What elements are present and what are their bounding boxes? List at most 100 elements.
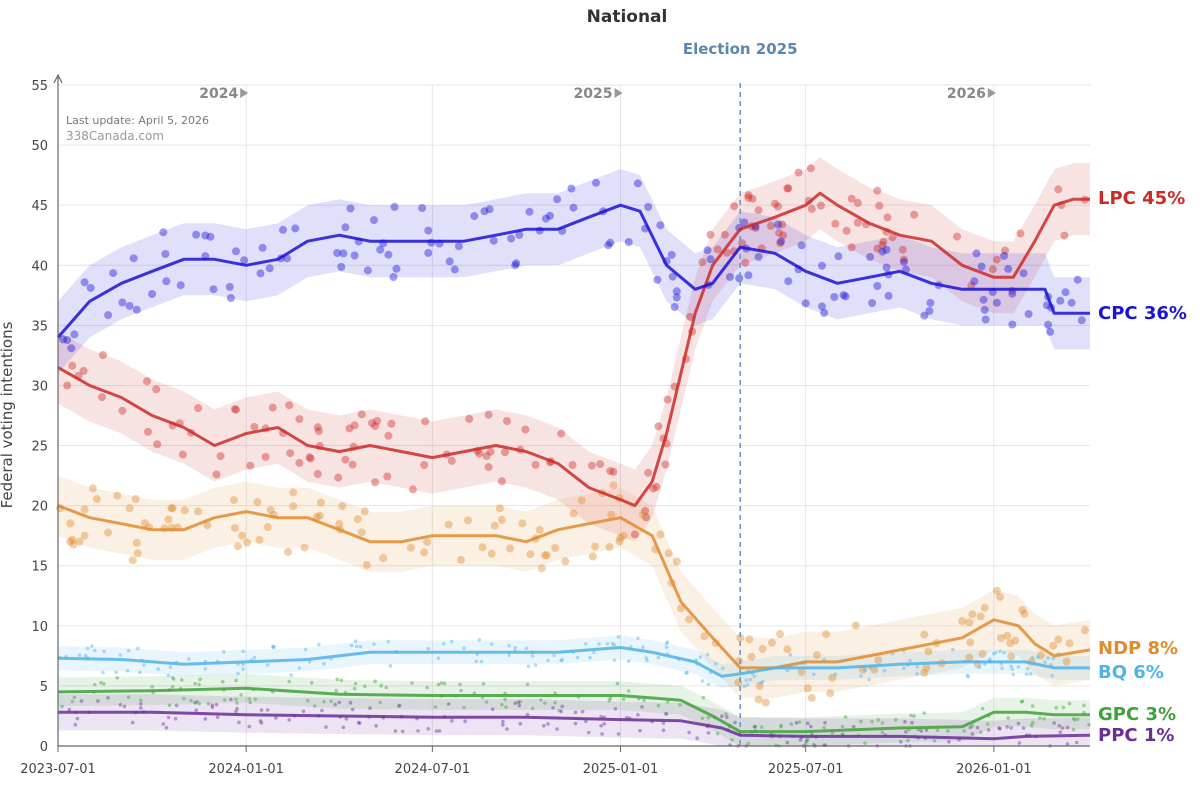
poll-dot-gpc <box>312 704 317 708</box>
poll-dot-bq <box>752 674 757 679</box>
poll-dot-cpc <box>515 230 524 239</box>
poll-dot-lpc <box>373 417 382 425</box>
series-end-label-ppc: PPC 1% <box>1098 725 1174 746</box>
poll-dot-lpc <box>606 467 615 475</box>
poll-dot-bq <box>170 675 175 680</box>
poll-dot-ndp <box>1011 636 1020 645</box>
poll-dot-gpc <box>700 716 705 721</box>
poll-dot-bq <box>833 672 838 676</box>
poll-dot-gpc <box>759 725 764 729</box>
trend-line-cpc <box>56 203 1090 339</box>
poll-dot-cpc <box>644 203 653 211</box>
poll-dot-lpc <box>421 417 430 426</box>
poll-dot-cpc <box>1019 269 1028 278</box>
poll-dot-cpc <box>450 265 459 274</box>
poll-dot-cpc <box>470 212 479 221</box>
poll-dot-gpc <box>481 682 486 686</box>
poll-dot-lpc <box>783 184 792 193</box>
poll-dot-cpc <box>926 298 935 307</box>
poll-dot-gpc <box>484 700 489 704</box>
poll-dot-gpc <box>239 693 243 697</box>
confidence-band-ppc <box>58 694 1090 746</box>
poll-dot-cpc <box>567 184 576 193</box>
poll-dot-lpc <box>873 244 882 253</box>
poll-dot-ppc <box>664 712 669 716</box>
poll-dot-bq <box>265 663 270 667</box>
poll-dot-ppc <box>73 722 78 727</box>
poll-dot-cpc <box>104 311 113 320</box>
poll-dot-gpc <box>746 741 751 746</box>
poll-dot-lpc <box>587 461 596 470</box>
poll-dot-cpc <box>569 203 578 212</box>
poll-dot-ndp <box>812 651 821 660</box>
poll-dot-cpc <box>818 261 826 270</box>
poll-dot-bq <box>559 658 563 663</box>
poll-dot-ppc <box>947 740 951 744</box>
poll-dot-gpc <box>863 741 867 745</box>
poll-dot-cpc <box>873 282 882 290</box>
poll-dot-ndp <box>1003 631 1012 640</box>
poll-dot-bq <box>272 645 276 650</box>
trend-line-lpc <box>57 191 1090 508</box>
poll-dot-bq <box>645 658 649 663</box>
poll-dot-ppc <box>968 725 973 730</box>
poll-dot-gpc <box>1075 717 1080 721</box>
poll-dot-ppc <box>1058 730 1063 734</box>
election-label: Election 2025 <box>683 40 798 58</box>
poll-dot-lpc <box>794 168 803 177</box>
poll-dot-ndp <box>965 653 974 662</box>
poll-dot-gpc <box>334 688 339 693</box>
poll-dot-ppc <box>258 719 263 723</box>
poll-dot-cpc <box>176 281 185 290</box>
poll-dot-gpc <box>932 739 937 743</box>
poll-dot-ndp <box>362 561 371 569</box>
poll-dot-cpc <box>878 247 887 256</box>
poll-dot-gpc <box>779 723 783 728</box>
poll-dot-lpc <box>497 477 506 486</box>
poll-dot-lpc <box>953 232 961 241</box>
poll-dot-gpc <box>922 711 927 715</box>
poll-dot-ndp <box>542 551 551 560</box>
y-tick-label: 35 <box>31 319 48 334</box>
poll-dot-ndp <box>289 502 298 511</box>
poll-dot-ppc <box>235 706 239 711</box>
y-tick-label: 15 <box>31 560 48 575</box>
poll-dot-gpc <box>822 725 826 730</box>
poll-dot-bq <box>358 644 363 649</box>
poll-dot-gpc <box>139 698 143 702</box>
poll-dot-ppc <box>164 725 169 730</box>
poll-dot-lpc <box>847 194 856 203</box>
poll-dot-ndp <box>88 484 97 493</box>
poll-dot-gpc <box>503 697 507 702</box>
poll-dot-bq <box>236 671 240 676</box>
poll-dot-cpc <box>67 344 76 353</box>
poll-dot-ndp <box>540 551 549 560</box>
poll-dot-cpc <box>553 195 562 204</box>
poll-dot-lpc <box>144 427 152 436</box>
poll-dot-ndp <box>80 531 89 540</box>
poll-dot-bq <box>102 649 106 654</box>
poll-dot-ppc <box>919 729 923 733</box>
poll-dot-gpc <box>678 703 682 707</box>
poll-dot-bq <box>915 671 919 676</box>
poll-dot-bq <box>1000 666 1004 671</box>
poll-dot-bq <box>1002 650 1006 655</box>
poll-dot-gpc <box>198 677 202 682</box>
poll-dot-bq <box>1051 656 1055 661</box>
poll-dot-lpc <box>744 191 753 200</box>
poll-dot-ndp <box>1062 657 1071 666</box>
poll-dot-ppc <box>695 736 699 740</box>
poll-dot-lpc <box>775 228 784 237</box>
poll-dot-ppc <box>210 703 215 708</box>
poll-dot-ndp <box>180 506 189 515</box>
poll-dot-lpc <box>784 184 793 193</box>
poll-dot-gpc <box>1054 705 1058 710</box>
poll-dot-ppc <box>501 723 505 727</box>
poll-dot-lpc <box>503 417 511 425</box>
poll-dot-ppc <box>587 730 591 735</box>
poll-dot-ndp <box>754 695 763 704</box>
poll-dot-gpc <box>459 688 463 693</box>
poll-dot-lpc <box>521 425 530 434</box>
poll-dot-ppc <box>193 700 197 705</box>
